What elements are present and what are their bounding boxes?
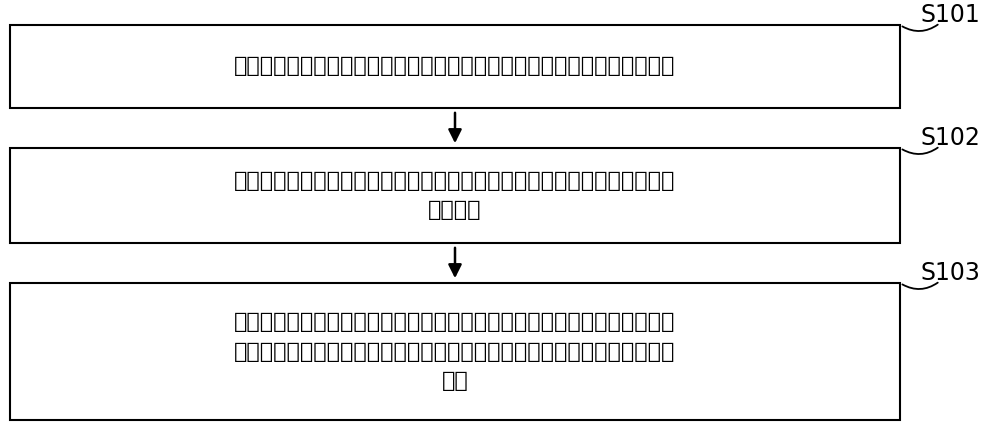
Bar — [10, 148, 900, 243]
Bar — [10, 25, 900, 108]
Text: S103: S103 — [920, 261, 980, 285]
Text: S101: S101 — [920, 3, 980, 27]
Bar — [10, 283, 900, 420]
Text: 根据该使浮充电压到达的预设的阈值，配置该铅酸蓄电池在局部或部分失去
充电电流: 根据该使浮充电压到达的预设的阈值，配置该铅酸蓄电池在局部或部分失去 充电电流 — [234, 171, 676, 220]
Text: 动态调节铅酸蓄电池中每节蓄电池的浮充电流，使浮充电压到达预设的阈值: 动态调节铅酸蓄电池中每节蓄电池的浮充电流，使浮充电压到达预设的阈值 — [234, 56, 676, 77]
Text: S102: S102 — [920, 126, 980, 150]
Text: 根据该配置的该铅酸蓄电池在局部或部分失去的充电电流，动态控制该铅酸
蓄电池的充电电流，使铅酸蓄电池的浮充电压稳定在标准浮充电压的预设范
围内: 根据该配置的该铅酸蓄电池在局部或部分失去的充电电流，动态控制该铅酸 蓄电池的充电… — [234, 312, 676, 391]
